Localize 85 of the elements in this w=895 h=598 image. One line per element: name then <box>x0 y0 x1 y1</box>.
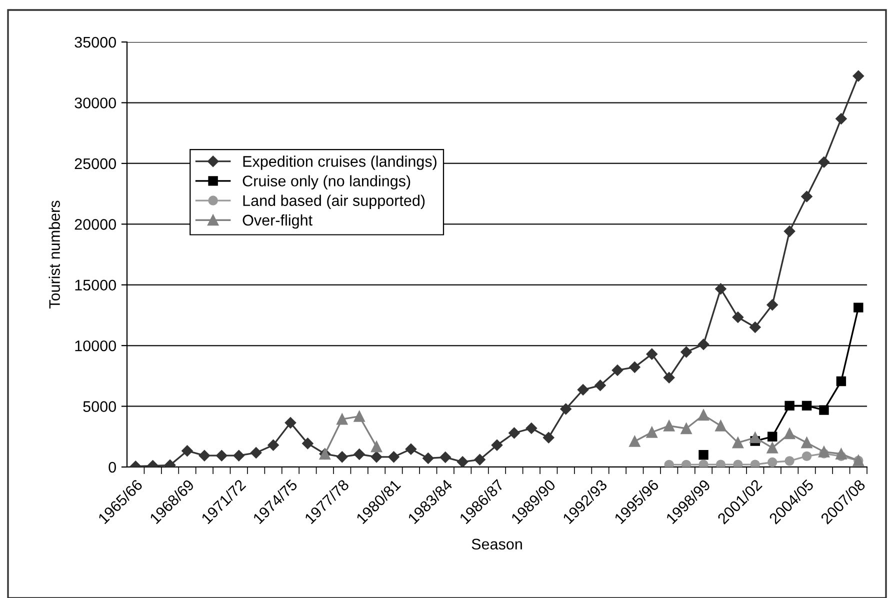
point <box>663 372 675 384</box>
point <box>854 302 864 312</box>
y-tick-label: 35000 <box>74 36 116 48</box>
point <box>594 380 606 392</box>
point <box>836 448 847 460</box>
point <box>284 417 296 428</box>
x-axis-title: Season <box>472 538 522 550</box>
point <box>405 444 417 455</box>
point <box>801 190 812 202</box>
point <box>836 113 847 124</box>
y-tick-label: 30000 <box>74 98 116 108</box>
point <box>852 70 864 82</box>
point <box>750 322 761 333</box>
point <box>646 348 658 360</box>
point <box>456 456 468 467</box>
legend-label: Cruise only (no landings) <box>242 175 410 190</box>
y-tick-label: 10000 <box>75 340 116 352</box>
point <box>818 156 830 168</box>
point <box>370 441 382 452</box>
point <box>646 426 658 438</box>
point <box>819 405 829 415</box>
point <box>681 460 692 467</box>
y-tick-label: 20000 <box>74 219 116 230</box>
point <box>715 420 726 432</box>
point <box>422 452 434 464</box>
point <box>560 403 572 415</box>
point <box>680 422 692 434</box>
point <box>784 428 796 440</box>
point <box>733 460 743 467</box>
point <box>354 410 365 422</box>
point <box>767 457 778 467</box>
point <box>836 376 846 386</box>
point <box>802 400 812 411</box>
point <box>801 437 812 448</box>
point <box>766 442 778 454</box>
point <box>370 451 382 463</box>
point <box>750 432 761 444</box>
point <box>302 438 314 450</box>
point <box>698 450 708 460</box>
y-tick-label: 25000 <box>74 158 116 170</box>
legend-label: Over-flight <box>242 214 312 229</box>
point <box>233 450 244 462</box>
point <box>716 460 726 467</box>
point <box>198 450 210 462</box>
point <box>784 456 794 466</box>
point <box>577 384 589 396</box>
point <box>388 451 400 463</box>
point <box>698 460 708 467</box>
point <box>491 440 503 451</box>
point <box>732 437 744 448</box>
point <box>268 440 279 451</box>
point <box>508 427 520 439</box>
point <box>336 451 348 463</box>
point <box>664 420 675 432</box>
point <box>543 432 554 444</box>
point <box>784 400 794 411</box>
point <box>766 299 778 310</box>
point <box>440 452 451 463</box>
point <box>818 446 830 458</box>
point <box>698 338 710 350</box>
point <box>526 422 538 434</box>
point <box>216 450 228 462</box>
legend-label: Land based (air supported) <box>243 194 425 210</box>
point <box>474 454 486 466</box>
point <box>784 226 796 237</box>
y-tick-label: 15000 <box>75 280 116 291</box>
point <box>732 312 744 323</box>
point <box>354 448 365 460</box>
legend-label: Expedition cruises (landings) <box>243 156 436 170</box>
point <box>336 414 348 425</box>
point <box>629 362 640 373</box>
point <box>715 283 726 294</box>
y-tick-label: 5000 <box>83 401 116 412</box>
point <box>629 436 640 447</box>
y-axis-title: Tourist numbers <box>48 200 60 308</box>
y-tick-label: 0 <box>108 462 116 473</box>
point <box>664 460 674 467</box>
point <box>767 432 778 442</box>
point <box>698 409 710 421</box>
point <box>750 460 760 467</box>
point <box>250 447 262 458</box>
point <box>680 346 692 358</box>
point <box>182 445 193 456</box>
point <box>612 364 624 376</box>
point <box>802 451 812 462</box>
